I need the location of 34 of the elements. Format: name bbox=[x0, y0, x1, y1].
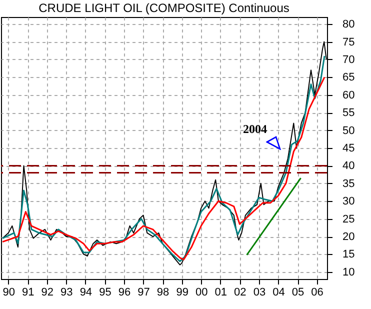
y-tick-label: 65 bbox=[342, 72, 355, 84]
x-tick-label: 96 bbox=[118, 286, 131, 298]
y-tick-label: 60 bbox=[342, 89, 355, 102]
y-tick-label: 30 bbox=[342, 196, 355, 208]
x-tick-label: 99 bbox=[176, 286, 188, 298]
x-tick-label: 93 bbox=[60, 286, 73, 298]
x-tick-label: 91 bbox=[22, 286, 34, 298]
y-tick-label: 50 bbox=[342, 124, 355, 137]
chart-title: CRUDE LIGHT OIL (COMPOSITE) Continuous bbox=[38, 1, 290, 15]
x-tick-label: 92 bbox=[41, 286, 54, 298]
x-tick-label: 06 bbox=[311, 286, 324, 298]
x-tick-label: 90 bbox=[2, 286, 15, 298]
x-tick-label: 04 bbox=[272, 286, 285, 298]
y-tick-label: 15 bbox=[342, 248, 355, 261]
y-tick-label: 80 bbox=[342, 18, 355, 31]
x-tick-label: 94 bbox=[80, 286, 92, 298]
x-tick-label: 03 bbox=[253, 286, 266, 298]
x-tick-label: 97 bbox=[138, 286, 150, 298]
y-tick-label: 10 bbox=[342, 266, 355, 278]
x-tick-label: 98 bbox=[156, 286, 170, 298]
y-tick-label: 35 bbox=[342, 178, 355, 190]
x-tick-label: 95 bbox=[99, 286, 112, 298]
x-tick-label: 00 bbox=[195, 286, 208, 298]
y-tick-label: 55 bbox=[342, 107, 355, 120]
y-tick-label: 70 bbox=[342, 54, 355, 66]
y-tick-label: 40 bbox=[342, 160, 355, 172]
y-tick-label: 45 bbox=[342, 142, 355, 154]
x-tick-label: 05 bbox=[292, 286, 304, 298]
x-tick-label: 01 bbox=[214, 286, 228, 298]
annotation: 2004 bbox=[243, 122, 267, 136]
x-tick-label: 02 bbox=[234, 286, 246, 298]
y-tick-label: 25 bbox=[342, 213, 355, 226]
y-tick-label: 20 bbox=[342, 231, 355, 244]
y-tick-label: 75 bbox=[342, 36, 355, 48]
